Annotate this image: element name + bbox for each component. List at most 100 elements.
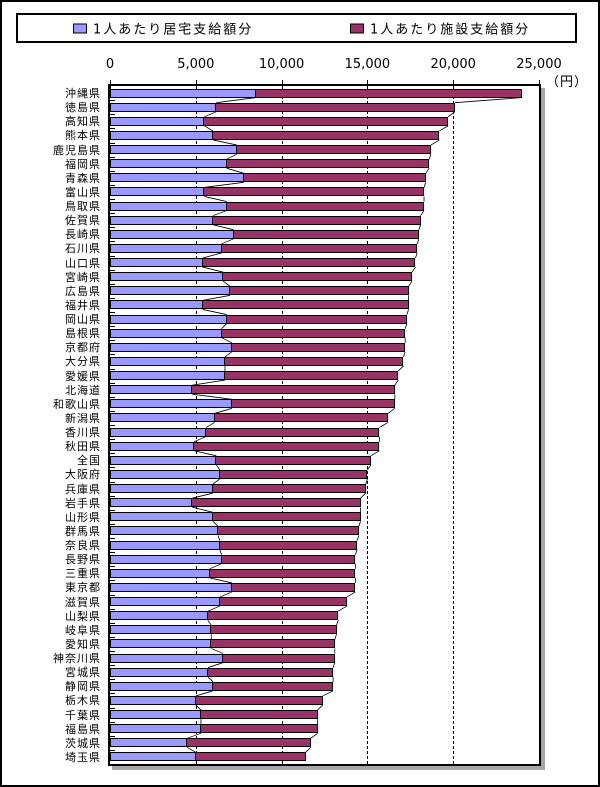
bar-segment-facility [229,286,409,296]
y-axis-tick-mark [110,157,115,158]
x-axis-tick-label: 5,000 [177,57,215,72]
bar-segment-facility [221,328,405,338]
y-axis-label: 大阪府 [65,468,101,482]
bar-segment-facility [224,371,398,381]
bar-segment-home [110,597,220,607]
y-axis-label: 熊本県 [65,129,101,143]
y-axis-label: 埼玉県 [65,750,101,764]
y-axis-label: 京都府 [65,341,101,355]
gridline [281,86,283,764]
y-axis-tick-mark [110,524,115,525]
y-axis-tick-mark [110,623,115,624]
y-axis-label: 茨城県 [65,736,101,750]
y-axis-tick-mark [110,425,115,426]
bar-segment-home [110,512,213,522]
y-axis-label: 神奈川県 [53,652,101,666]
y-axis-tick-mark [110,171,115,172]
bar-segment-facility [209,568,355,578]
y-axis-tick-mark [110,482,115,483]
bar-segment-home [110,116,204,126]
y-axis-tick-mark [110,665,115,666]
bar-segment-home [110,187,204,197]
y-axis-label: 佐賀県 [65,214,101,228]
bar-segment-home [110,427,206,437]
y-axis-tick-mark [110,128,115,129]
y-axis-label: 愛知県 [65,637,101,651]
bar-segment-facility [195,752,306,762]
bar-segment-home [110,540,220,550]
bar-segment-home [110,286,230,296]
y-axis-label: 和歌山県 [53,397,101,411]
y-axis-label: 山形県 [65,510,101,524]
y-axis-tick-mark [110,510,115,511]
y-axis-tick-mark [110,270,115,271]
y-axis-tick-mark [110,340,115,341]
y-axis-tick-mark [110,100,115,101]
bar-segment-home [110,385,192,395]
bar-segment-facility [243,173,426,183]
y-axis-tick-mark [110,241,115,242]
y-axis-label: 鳥取県 [65,200,101,214]
bar-segment-facility [233,229,419,239]
bar-segment-facility [236,145,431,155]
y-axis-label: 長野県 [65,553,101,567]
bar-segment-facility [203,116,448,126]
bar-segment-home [110,413,215,423]
plot-inner [110,86,539,764]
y-axis-label: 愛媛県 [65,369,101,383]
y-axis-label: 静岡県 [65,680,101,694]
bar-segment-home [110,441,194,451]
y-axis-tick-mark [110,284,115,285]
gridline [195,86,197,764]
bar-segment-facility [222,653,335,663]
y-axis-tick-mark [110,185,115,186]
y-axis-tick-mark [110,397,115,398]
y-axis-tick-mark [110,693,115,694]
bar-segment-facility [215,455,371,465]
y-axis-label: 北海道 [65,383,101,397]
y-axis-tick-mark [110,651,115,652]
y-axis-label: 新潟県 [65,411,101,425]
x-axis-tick-label: 20,000 [430,57,476,72]
bar-segment-home [110,484,213,494]
series-lines [187,97,522,753]
bar-segment-home [110,498,192,508]
y-axis-label: 香川県 [65,426,101,440]
bar-segment-facility [210,639,335,649]
y-axis-tick-mark [110,736,115,737]
bar-segment-facility [226,159,429,169]
y-axis-label: 長崎県 [65,228,101,242]
bar-segment-facility [203,187,424,197]
bar-segment-facility [207,611,338,621]
y-axis-label: 宮崎県 [65,270,101,284]
bar-segment-home [110,582,232,592]
y-axis-tick-mark [110,722,115,723]
bar-segment-facility [231,399,395,409]
legend-swatch-facility-icon [350,23,364,33]
plot-area [108,84,541,766]
y-axis-labels: 沖縄県 徳島県 高知県 熊本県 鹿児島県 福岡県 青森県 富山県 鳥取県 佐賀県 長崎県 石川県 山口県… [2,86,103,764]
bar-segment-home [110,554,222,564]
y-axis-tick-mark [110,213,115,214]
y-axis-label: 群馬県 [65,524,101,538]
bar-segment-facility [219,469,367,479]
legend-label-facility: 1人あたり施設支給額分 [370,22,531,38]
bar-segment-home [110,752,196,762]
bar-segment-home [110,159,227,169]
bar-segment-home [110,568,210,578]
y-axis-label: 富山県 [65,185,101,199]
x-axis-tick-mark [453,80,455,89]
bar-segment-home [110,639,211,649]
y-axis-label: 秋田県 [65,440,101,454]
y-axis-tick-mark [110,383,115,384]
y-axis-label: 福井県 [65,298,101,312]
y-axis-tick-mark [110,750,115,751]
y-axis-label: 三重県 [65,567,101,581]
bar-segment-home [110,399,232,409]
bar-segment-facility [222,272,412,282]
bar-segment-home [110,88,256,98]
bar-segment-facility [221,554,355,564]
y-axis-label: 島根県 [65,327,101,341]
y-axis-label: 宮城県 [65,666,101,680]
